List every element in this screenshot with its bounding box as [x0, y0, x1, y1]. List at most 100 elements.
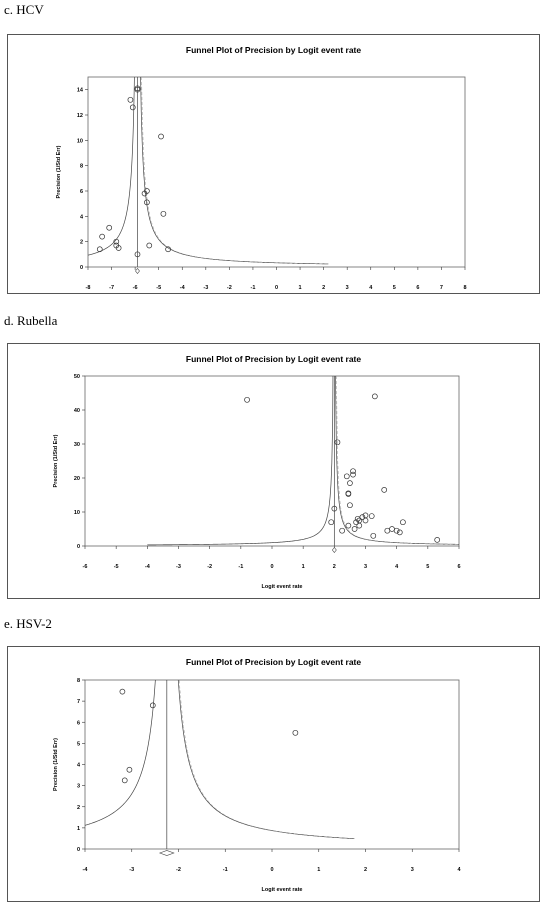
y-tick-label: 3	[77, 784, 80, 790]
study-point	[343, 473, 350, 480]
chart-panel-hsv2: Funnel Plot of Precision by Logit event …	[7, 646, 540, 902]
x-tick-label: -3	[203, 285, 208, 291]
study-point	[115, 245, 122, 251]
study-point	[129, 104, 136, 111]
study-point	[370, 532, 377, 539]
x-tick-label: -1	[238, 564, 243, 570]
chart-title: Funnel Plot of Precision by Logit event …	[186, 45, 361, 55]
study-point	[389, 526, 395, 532]
x-tick-label: 5	[426, 564, 429, 570]
study-point	[126, 766, 133, 773]
pooled-estimate-diamond	[158, 850, 175, 856]
funnel-line-left	[147, 376, 334, 546]
y-tick-label: 10	[74, 510, 80, 516]
study-point	[353, 519, 359, 526]
x-tick-label: 3	[364, 564, 367, 570]
x-tick-label: 2	[333, 564, 336, 570]
study-point	[328, 519, 335, 526]
study-point	[113, 238, 120, 245]
x-tick-label: -2	[176, 867, 181, 873]
study-point	[99, 233, 105, 240]
chart-panel-rubella: Funnel Plot of Precision by Logit event …	[7, 343, 540, 599]
x-tick-label: 6	[457, 564, 460, 570]
x-tick-label: 4	[369, 285, 373, 291]
chart-title: Funnel Plot of Precision by Logit event …	[186, 354, 361, 364]
chart-title: Funnel Plot of Precision by Logit event …	[186, 657, 361, 667]
x-tick-label: 8	[463, 285, 466, 291]
study-point	[292, 729, 299, 736]
x-tick-label: -5	[156, 285, 161, 291]
x-tick-label: 1	[302, 564, 305, 570]
x-tick-label: 5	[393, 285, 396, 291]
study-point	[134, 251, 141, 258]
pooled-estimate-diamond	[331, 547, 337, 553]
x-tick-label: 3	[411, 867, 414, 873]
plot-frame	[84, 679, 460, 850]
study-point	[127, 96, 134, 103]
x-tick-label: 1	[299, 285, 302, 291]
study-point	[149, 702, 156, 709]
study-point	[350, 468, 356, 475]
plot-frame	[84, 375, 460, 547]
study-point	[347, 502, 353, 509]
study-point	[334, 439, 341, 446]
x-tick-label: -4	[83, 867, 89, 873]
study-point	[381, 487, 388, 493]
funnel-plot-rubella: Funnel Plot of Precision by Logit event …	[53, 354, 461, 590]
funnel-line-right	[177, 680, 354, 839]
x-tick-label: -6	[133, 285, 138, 291]
study-point	[354, 515, 361, 522]
study-point	[393, 527, 400, 534]
study-point	[146, 242, 153, 249]
study-point	[158, 133, 164, 140]
study-point	[144, 199, 150, 206]
y-tick-label: 7	[77, 699, 80, 705]
y-tick-label: 10	[77, 138, 83, 144]
x-tick-label: 4	[457, 867, 461, 873]
y-tick-label: 2	[77, 805, 80, 811]
y-tick-label: 8	[80, 164, 83, 170]
y-tick-label: 2	[80, 240, 83, 246]
y-axis-label: Precision (1/Std Err)	[53, 434, 59, 487]
funnel-group	[88, 77, 330, 267]
study-point	[244, 396, 250, 403]
y-tick-label: 1	[77, 826, 80, 832]
study-point	[345, 522, 352, 529]
y-tick-label: 0	[77, 847, 80, 853]
study-point	[165, 246, 171, 253]
study-point	[331, 505, 338, 512]
section-label-hcv: c. HCV	[4, 2, 44, 17]
study-point	[339, 527, 345, 534]
study-point	[384, 527, 391, 534]
study-point	[144, 188, 150, 194]
x-tick-label: -2	[227, 285, 232, 291]
study-point	[121, 777, 128, 784]
study-point	[362, 517, 369, 524]
funnel-line-right	[140, 77, 329, 265]
x-tick-label: -3	[176, 564, 181, 570]
x-tick-label: -4	[180, 285, 186, 291]
y-tick-label: 50	[74, 374, 80, 380]
study-point	[350, 471, 356, 478]
pooled-estimate-diamond	[135, 268, 140, 274]
study-point	[396, 529, 403, 536]
funnel-line-left	[88, 77, 135, 256]
x-tick-label: 0	[270, 867, 273, 873]
study-point	[356, 522, 363, 529]
x-axis-label: Logit event rate	[262, 584, 303, 590]
x-tick-label: 0	[270, 564, 273, 570]
x-tick-label: 7	[440, 285, 443, 291]
y-tick-label: 20	[74, 476, 80, 482]
x-tick-label: -7	[109, 285, 114, 291]
y-tick-label: 14	[77, 88, 84, 94]
x-tick-label: 2	[322, 285, 325, 291]
y-tick-label: 5	[77, 741, 80, 747]
x-tick-label: -1	[223, 867, 228, 873]
y-tick-label: 6	[80, 189, 83, 195]
funnel-group	[85, 680, 355, 849]
x-tick-label: -5	[114, 564, 119, 570]
x-tick-label: 4	[395, 564, 399, 570]
study-point	[351, 526, 358, 532]
study-point	[434, 537, 441, 543]
section-label-hsv2: e. HSV-2	[4, 616, 52, 631]
